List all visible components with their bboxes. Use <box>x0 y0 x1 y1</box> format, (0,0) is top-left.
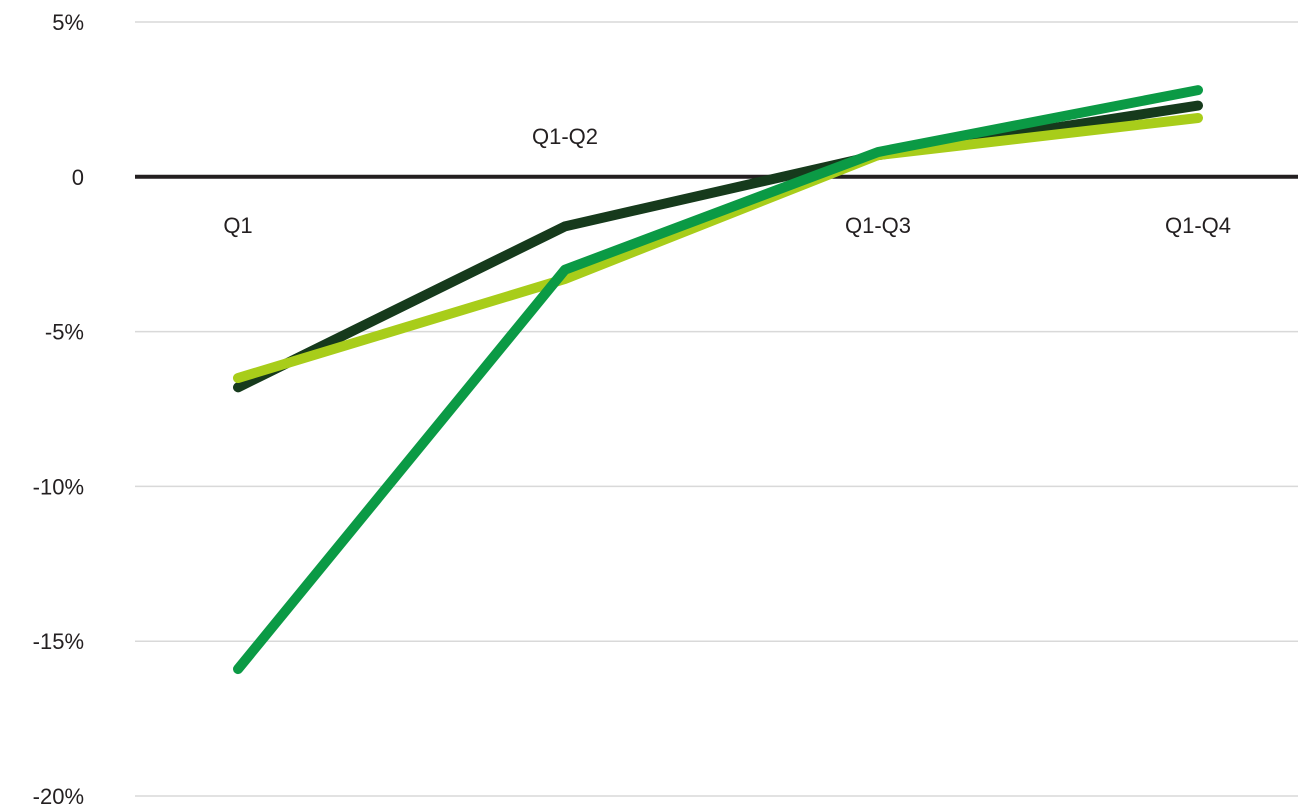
x-category-label: Q1 <box>223 213 252 238</box>
series-lines <box>233 85 1203 675</box>
x-category-label: Q1-Q4 <box>1165 213 1231 238</box>
y-tick-label: 5% <box>52 10 84 35</box>
y-tick-label: -5% <box>45 320 84 345</box>
y-axis-tick-labels: 5% 0 -5% -10% -15% -20% <box>33 10 84 809</box>
x-category-label: Q1-Q2 <box>532 124 598 149</box>
series-line-1 <box>233 100 1203 393</box>
series-line-2 <box>233 112 1203 384</box>
x-axis-category-labels: Q1 Q1-Q2 Q1-Q3 Q1-Q4 <box>223 124 1231 238</box>
y-tick-label: -10% <box>33 474 84 499</box>
x-category-label: Q1-Q3 <box>845 213 911 238</box>
series-line-3 <box>233 85 1203 675</box>
y-tick-label: -20% <box>33 784 84 809</box>
y-tick-label: 0 <box>72 165 84 190</box>
y-tick-label: -15% <box>33 629 84 654</box>
gridlines <box>135 21 1298 797</box>
